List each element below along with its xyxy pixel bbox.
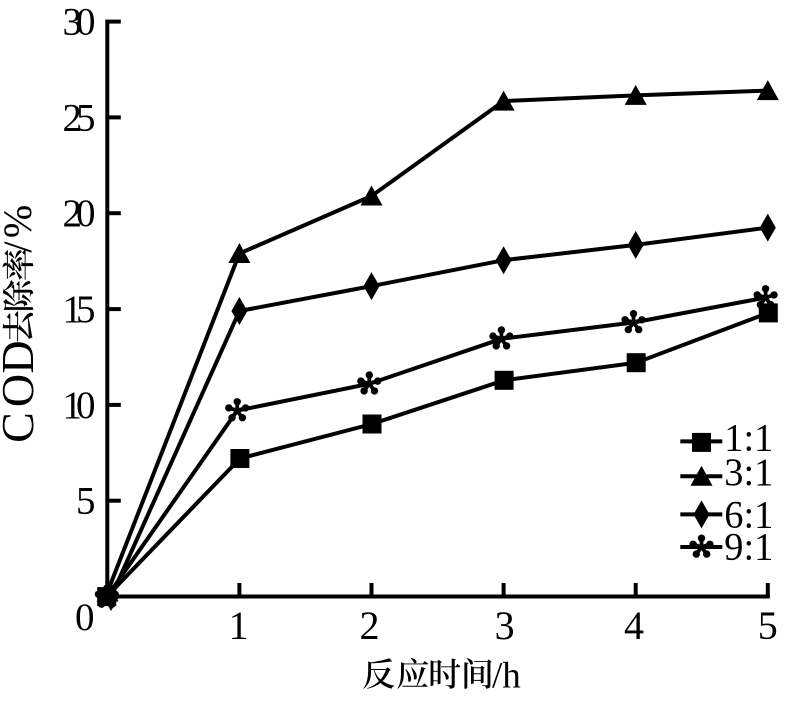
svg-text:9:1: 9:1 <box>724 526 773 569</box>
svg-text:%: % <box>0 205 40 238</box>
svg-text:3:1: 3:1 <box>724 451 773 494</box>
svg-text:5: 5 <box>758 603 778 648</box>
svg-text:C: C <box>0 412 43 443</box>
svg-text:1:1: 1:1 <box>724 416 773 459</box>
svg-text:/: / <box>0 241 40 253</box>
svg-text:20: 20 <box>63 192 96 235</box>
svg-text:/h: /h <box>492 656 521 697</box>
svg-text:2: 2 <box>360 603 380 648</box>
svg-text:25: 25 <box>63 96 96 139</box>
svg-text:5: 5 <box>76 480 96 523</box>
svg-text:10: 10 <box>63 384 96 427</box>
svg-text:D: D <box>0 340 43 373</box>
svg-text:1: 1 <box>229 603 249 648</box>
svg-text:4: 4 <box>624 603 644 648</box>
svg-text:6:1: 6:1 <box>724 493 773 536</box>
svg-text:30: 30 <box>63 1 96 44</box>
svg-text:3: 3 <box>495 603 515 648</box>
svg-text:0: 0 <box>75 596 95 639</box>
svg-text:O: O <box>0 374 43 407</box>
svg-text:15: 15 <box>63 288 96 331</box>
